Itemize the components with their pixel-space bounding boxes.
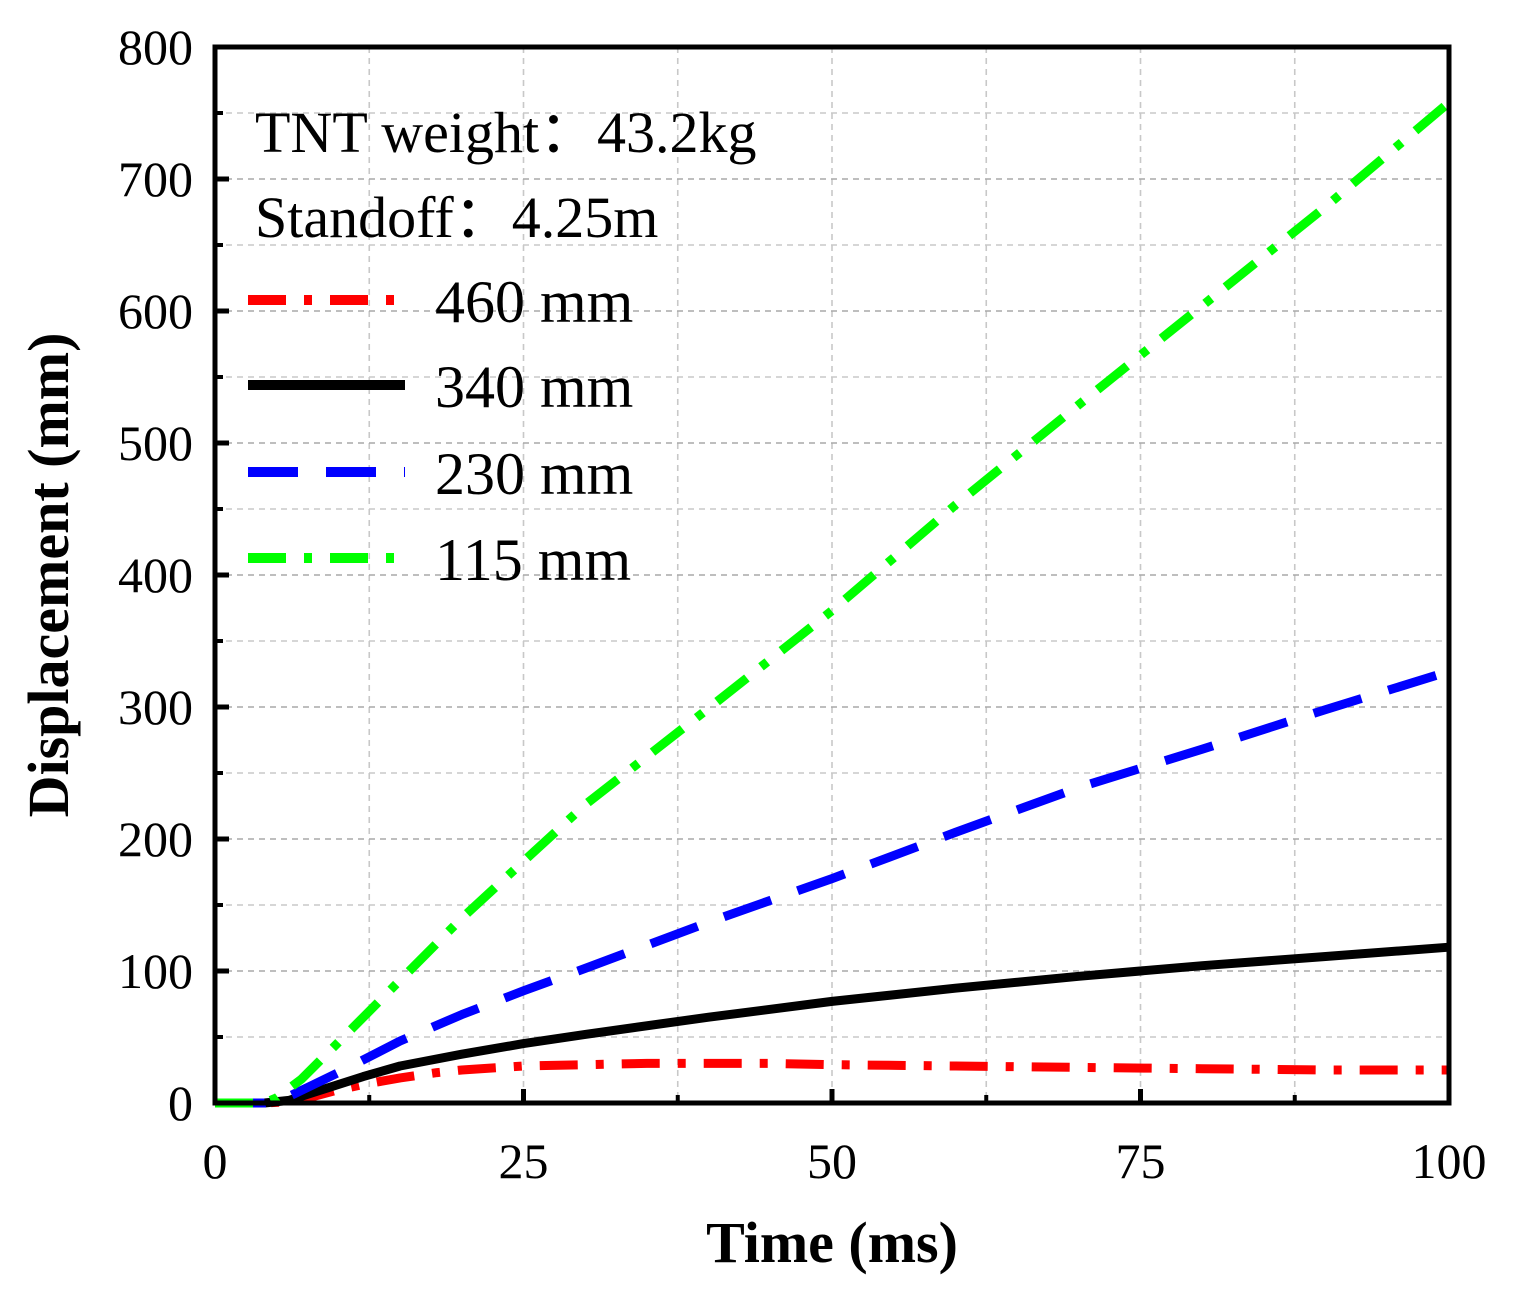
legend-label-115: 115 mm: [435, 527, 631, 593]
x-tick-label: 75: [1116, 1133, 1166, 1189]
y-tick-label: 300: [118, 679, 193, 735]
series-line-230-mm: [215, 667, 1451, 1108]
y-axis-title: Displacement (mm): [16, 333, 81, 818]
axis-ticks: 0 25 50 75 100 0 100 200 300 400 500 600 700 800: [118, 19, 1487, 1189]
y-tick-label: 200: [118, 811, 193, 867]
y-tick-label: 800: [118, 19, 193, 75]
legend-label-340: 340 mm: [435, 354, 633, 420]
y-tick-label: 500: [118, 415, 193, 471]
y-tick-label: 400: [118, 547, 193, 603]
y-tick-label: 700: [118, 151, 193, 207]
x-tick-label: 0: [203, 1133, 228, 1189]
series-line-115-mm: [215, 98, 1452, 1108]
legend: 460 mm 340 mm 230 mm 115 mm: [248, 269, 633, 593]
x-axis-title: Time (ms): [706, 1210, 958, 1275]
legend-label-230: 230 mm: [435, 441, 633, 507]
annotation-standoff: Standoff：4.25m: [255, 185, 658, 250]
annotation-tnt-weight: TNT weight：43.2kg: [255, 100, 757, 165]
grid: [215, 47, 1449, 1103]
legend-label-460: 460 mm: [435, 269, 633, 335]
x-tick-label: 100: [1412, 1133, 1487, 1189]
y-tick-label: 0: [168, 1075, 193, 1131]
series-line-340-mm: [215, 942, 1450, 1108]
x-tick-label: 25: [499, 1133, 549, 1189]
x-tick-label: 50: [807, 1133, 857, 1189]
y-tick-label: 100: [118, 943, 193, 999]
y-tick-label: 600: [118, 283, 193, 339]
series-lines: [215, 98, 1452, 1108]
